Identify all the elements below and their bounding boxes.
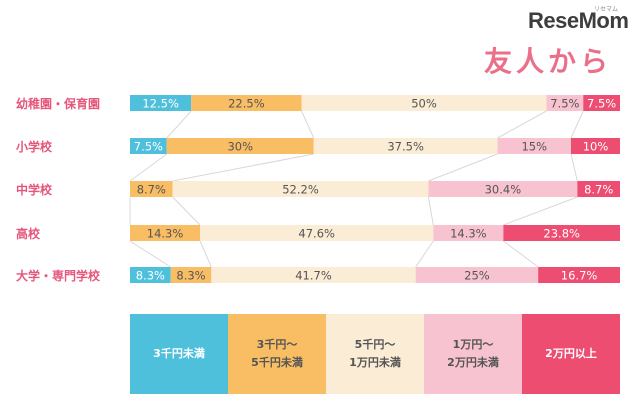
connector-line [199, 240, 212, 268]
bar-segment [191, 95, 302, 111]
legend-item: 1万円～ 2万円未満 [424, 314, 522, 394]
data-label: 15% [521, 140, 547, 154]
data-label: 7.5% [134, 140, 163, 154]
data-label: 47.6% [298, 227, 335, 241]
chart-title: 友人から [483, 45, 612, 78]
connector-line [503, 196, 578, 226]
bar-segment [538, 267, 620, 283]
connector-line [129, 240, 171, 268]
bar-segment [428, 181, 578, 197]
data-label: 12.5% [142, 97, 179, 111]
resemom-logo-kana: リセマム [594, 6, 619, 13]
chart-legend: 3千円未満 3千円～ 5千円未満 5千円～ 1万円未満 1万円～ 2万円未満 2万円以上 [130, 314, 620, 394]
data-label: 8.7% [584, 183, 613, 197]
connector-line [570, 110, 584, 139]
bar-segment [130, 95, 192, 111]
data-label: 22.5% [228, 97, 265, 111]
bar-segment [577, 181, 620, 197]
resemom-logo: ReseMom [528, 8, 629, 33]
connector-line [428, 153, 498, 182]
data-label: 7.5% [587, 97, 616, 111]
connector-line [497, 110, 547, 139]
category-label: 中学校 [16, 182, 53, 197]
category-label: 大学・専門学校 [16, 268, 101, 283]
data-label: 7.5% [550, 97, 579, 111]
data-label: 30.4% [485, 183, 522, 197]
legend-item: 3千円～ 5千円未満 [228, 314, 326, 394]
bar-segment [571, 138, 620, 154]
category-label: 小学校 [16, 139, 53, 154]
connector-line [570, 153, 578, 182]
connector-line [129, 153, 168, 182]
legend-item: 3千円未満 [130, 314, 228, 394]
data-label: 10% [583, 140, 609, 154]
bar-segment [172, 181, 429, 197]
connector-line [172, 196, 201, 226]
bar-segment [130, 138, 167, 154]
connector-line [166, 110, 192, 139]
bar-segment [301, 95, 547, 111]
connector-line [415, 240, 434, 268]
connector-line [503, 240, 539, 268]
bar-segment [313, 138, 498, 154]
data-label: 37.5% [387, 140, 424, 154]
bar-segment [211, 267, 416, 283]
bar-segment [583, 95, 620, 111]
data-label: 23.8% [543, 227, 580, 241]
data-label: 14.3% [450, 227, 487, 241]
category-label: 高校 [16, 226, 41, 241]
data-label: 8.3% [176, 269, 205, 283]
stacked-bar-chart: 幼稚園・保育園 12.5% 22.5% 50% 7.5% 7.5% 小学校 7.5% 30% 37… [16, 95, 620, 283]
connector-line [172, 153, 314, 182]
bar-segment [546, 95, 584, 111]
bar-segment [130, 181, 173, 197]
bar-segment [200, 225, 434, 241]
data-label: 41.7% [295, 269, 332, 283]
bar-segment [166, 138, 314, 154]
data-label: 30% [227, 140, 253, 154]
connector-line [301, 110, 315, 139]
bar-segment [170, 267, 212, 283]
legend-item: 2万円以上 [522, 314, 620, 394]
data-label: 25% [464, 269, 490, 283]
bar-segment [415, 267, 539, 283]
bar-segment [503, 225, 620, 241]
bar-segment [130, 225, 201, 241]
bar-segment [130, 267, 171, 283]
data-label: 52.2% [282, 183, 319, 197]
data-label: 8.7% [137, 183, 166, 197]
category-label: 幼稚園・保育園 [16, 96, 100, 111]
connector-line [427, 196, 434, 226]
data-label: 16.7% [561, 269, 598, 283]
bar-segment [433, 225, 504, 241]
legend-item: 5千円～ 1万円未満 [326, 314, 424, 394]
bar-segment [497, 138, 571, 154]
data-label: 8.3% [136, 269, 165, 283]
data-label: 14.3% [147, 227, 184, 241]
data-label: 50% [411, 97, 437, 111]
